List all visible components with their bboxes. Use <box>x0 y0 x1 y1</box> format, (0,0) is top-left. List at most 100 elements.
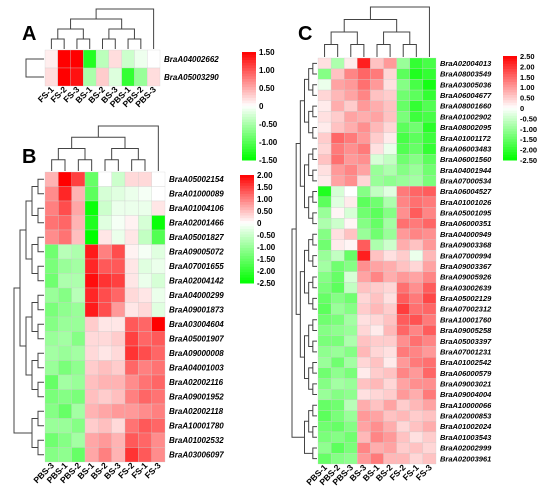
heatmap-cell <box>317 271 332 283</box>
colorbar-segment <box>242 95 256 99</box>
heatmap-cell <box>396 218 410 230</box>
heatmap-cell <box>98 273 112 289</box>
colorbar-tick-label: 2.00 <box>257 171 273 180</box>
heatmap-cell <box>357 303 371 315</box>
row-dendrogram-branch <box>37 381 44 398</box>
heatmap-cell <box>344 154 358 165</box>
row-label: BraA02003961 <box>440 454 491 463</box>
heatmap-cell <box>357 399 371 411</box>
heatmap-cell <box>124 186 139 202</box>
heatmap-cell <box>58 389 72 405</box>
heatmap-cell <box>396 57 410 69</box>
heatmap-cell <box>124 302 139 318</box>
heatmap-cell <box>124 287 139 303</box>
heatmap-cell <box>383 207 397 219</box>
heatmap-cell <box>111 345 126 361</box>
heatmap-cell <box>57 67 71 87</box>
heatmap-cell <box>344 357 358 368</box>
heatmap-cell <box>396 367 410 379</box>
heatmap-cell <box>317 410 332 422</box>
row-dendrogram-branch <box>37 439 44 456</box>
colorbar-tick-label: -1.00 <box>257 243 276 252</box>
heatmap-cell <box>396 314 410 326</box>
row-label: BraA09004004 <box>440 390 492 399</box>
heatmap-cell <box>124 331 139 347</box>
heatmap-cell <box>370 196 384 208</box>
heatmap-cell <box>422 367 437 379</box>
row-dendrogram-branch <box>308 196 313 219</box>
heatmap-cell <box>317 218 332 230</box>
colorbar-segment <box>503 113 517 117</box>
heatmap-cell <box>357 68 371 80</box>
heatmap-cell <box>409 164 424 176</box>
heatmap-cell <box>71 215 86 231</box>
heatmap-cell <box>330 164 345 176</box>
heatmap-cell <box>138 345 152 361</box>
colorbar-segment <box>242 62 256 66</box>
heatmap-cell <box>344 143 358 155</box>
heatmap-cell <box>383 239 397 251</box>
heatmap-cell <box>84 200 99 216</box>
heatmap-cell <box>422 410 437 422</box>
colorbar-segment <box>240 220 254 225</box>
colorbar-segment <box>503 61 517 65</box>
heatmap-cell <box>151 360 166 376</box>
colorbar-tick-label: 0.50 <box>257 207 273 216</box>
heatmap-cell <box>344 68 358 80</box>
heatmap-cell <box>422 431 437 443</box>
row-dendrogram-branch <box>31 244 38 274</box>
heatmap-cell <box>357 357 371 368</box>
heatmap-cell <box>330 260 345 272</box>
heatmap-cell <box>44 345 59 361</box>
row-dendrogram-branch <box>312 84 317 96</box>
heatmap-cell <box>111 302 126 318</box>
row-label: BraA07000994 <box>440 251 492 260</box>
row-label: BraA07000534 <box>440 176 492 185</box>
colorbar-segment <box>242 133 256 137</box>
heatmap-cell <box>396 453 410 465</box>
heatmap-cell <box>370 121 384 133</box>
row-label: BraA03004604 <box>169 320 224 329</box>
column-dendrogram-branch <box>127 38 142 49</box>
colorbar-tick-label: -1.00 <box>520 125 537 134</box>
heatmap-cell <box>84 215 99 231</box>
heatmap-cell <box>370 175 384 187</box>
heatmap-cell <box>84 273 99 289</box>
colorbar-segment <box>242 79 256 83</box>
heatmap-cell <box>383 57 397 69</box>
heatmap-cell <box>344 292 358 304</box>
heatmap-cell <box>111 186 126 202</box>
row-dendrogram-branch <box>37 178 44 195</box>
heatmap-cell <box>409 239 424 251</box>
heatmap-cell <box>422 175 437 187</box>
heatmap-cell <box>357 260 371 272</box>
heatmap-cell <box>330 132 345 144</box>
colorbar-segment <box>242 97 256 102</box>
heatmap-cell <box>330 399 345 411</box>
heatmap-cell <box>58 418 72 434</box>
heatmap-cell <box>357 164 371 176</box>
colorbar-segment <box>503 89 517 93</box>
heatmap-cell <box>151 273 166 289</box>
heatmap-cell <box>147 49 161 69</box>
heatmap-cell <box>409 228 424 240</box>
colorbar-segment <box>503 87 517 91</box>
heatmap-cell <box>409 357 424 368</box>
colorbar-segment <box>242 135 256 139</box>
heatmap-cell <box>98 302 112 318</box>
colorbar-segment <box>503 136 517 140</box>
heatmap-cell <box>383 175 397 187</box>
colorbar-segment <box>242 124 256 129</box>
panel-letter-b: B <box>22 146 36 168</box>
heatmap-cell <box>317 250 332 262</box>
heatmap-cell <box>138 258 152 274</box>
heatmap-cell <box>409 100 424 112</box>
heatmap-cell <box>121 49 135 69</box>
heatmap-cell <box>344 207 358 219</box>
row-label: BraA10001760 <box>440 315 492 324</box>
heatmap-cell <box>357 132 371 144</box>
row-label: BraA01000089 <box>169 190 224 199</box>
colorbar-segment <box>242 138 256 142</box>
colorbar-tick-label: 0.50 <box>259 84 275 93</box>
